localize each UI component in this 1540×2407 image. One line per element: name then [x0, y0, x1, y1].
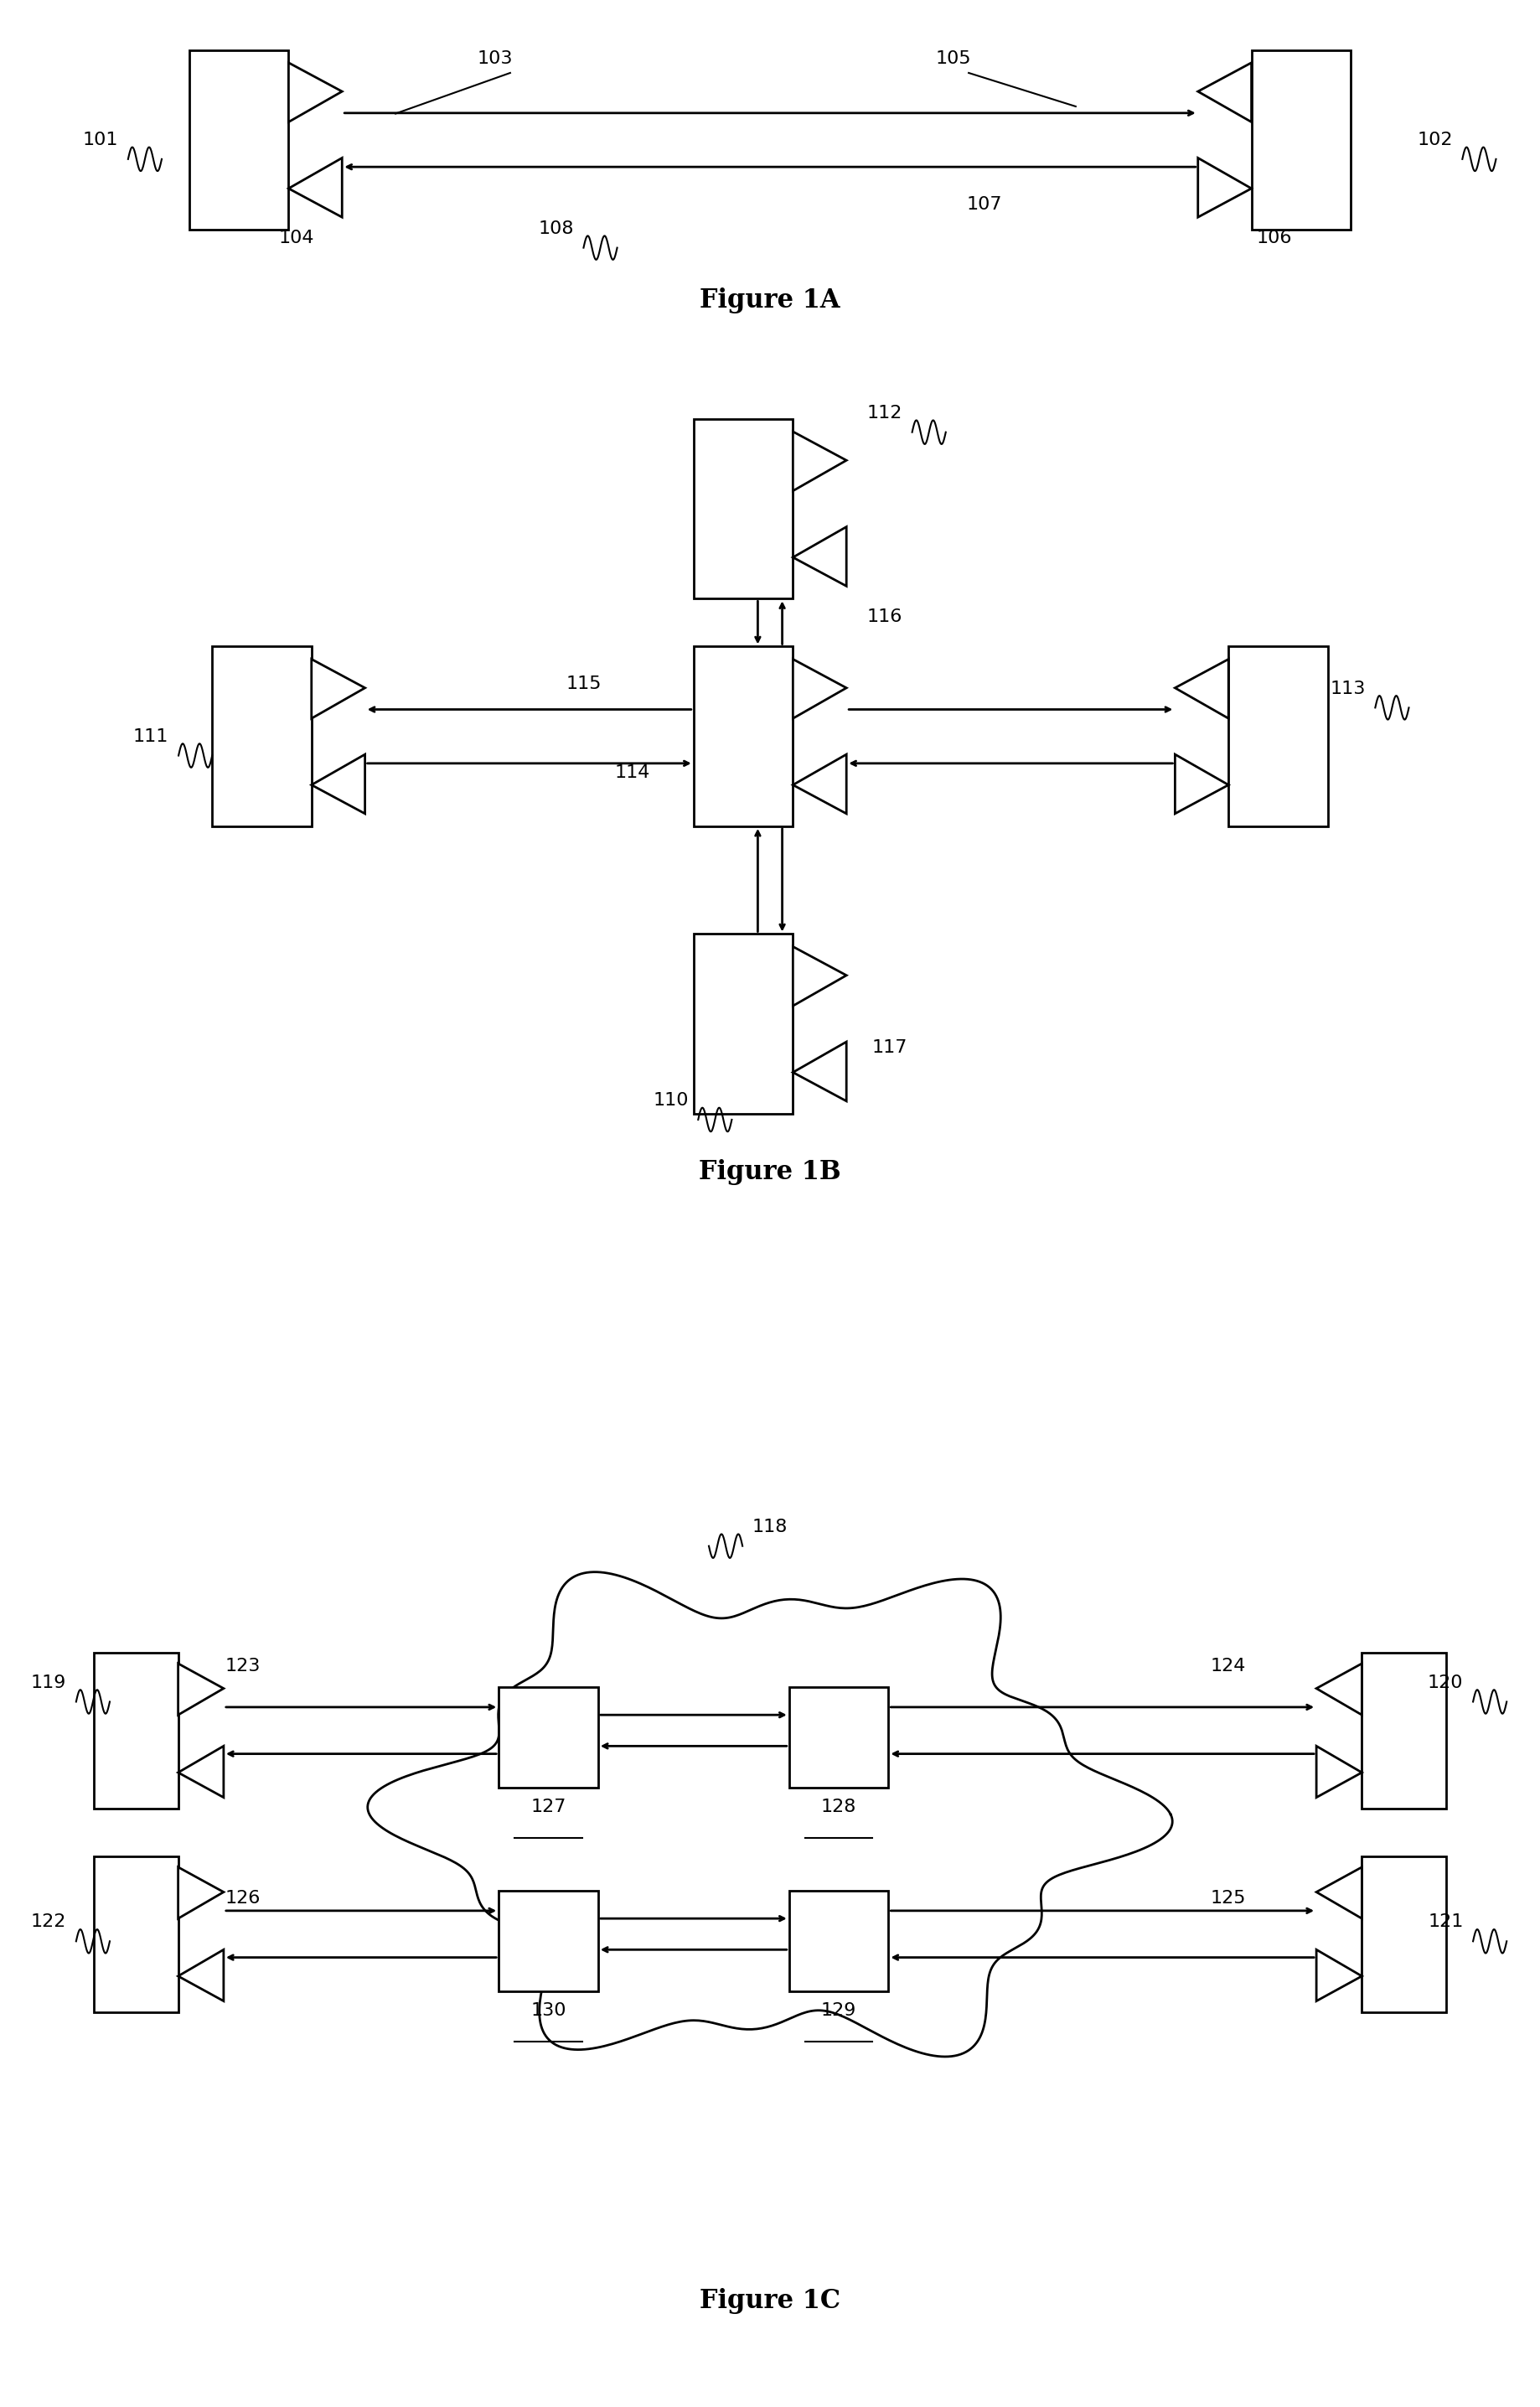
Text: 108: 108 — [537, 219, 574, 236]
Text: 119: 119 — [31, 1675, 66, 1692]
Polygon shape — [1175, 753, 1229, 814]
Text: 116: 116 — [867, 609, 902, 626]
Bar — [213, 647, 311, 826]
Polygon shape — [311, 753, 365, 814]
Text: 102: 102 — [1417, 132, 1452, 149]
Polygon shape — [179, 1868, 223, 1918]
Text: 124: 124 — [1210, 1658, 1246, 1675]
Polygon shape — [793, 753, 847, 814]
Text: 127: 127 — [531, 1798, 567, 1815]
Text: 110: 110 — [653, 1093, 688, 1110]
Text: 126: 126 — [225, 1889, 260, 1906]
Polygon shape — [793, 946, 847, 1006]
Polygon shape — [793, 660, 847, 717]
Text: 107: 107 — [966, 197, 1003, 212]
Polygon shape — [1317, 1663, 1361, 1714]
Text: 111: 111 — [134, 727, 169, 744]
Polygon shape — [1317, 1745, 1361, 1798]
Text: 105: 105 — [935, 51, 972, 67]
Text: Figure 1B: Figure 1B — [699, 1160, 841, 1184]
Text: 113: 113 — [1331, 681, 1366, 698]
Text: 117: 117 — [872, 1040, 907, 1057]
Text: 128: 128 — [821, 1798, 856, 1815]
Polygon shape — [793, 431, 847, 491]
Polygon shape — [288, 159, 342, 217]
Bar — [693, 934, 793, 1114]
Bar — [94, 1654, 179, 1808]
Text: 103: 103 — [477, 51, 513, 67]
Bar — [788, 1687, 889, 1788]
Text: 112: 112 — [867, 404, 902, 421]
Polygon shape — [1317, 1868, 1361, 1918]
Text: 115: 115 — [565, 676, 601, 693]
Bar — [788, 1892, 889, 1991]
Text: 123: 123 — [225, 1658, 260, 1675]
Polygon shape — [793, 527, 847, 585]
Polygon shape — [1175, 660, 1229, 717]
Bar — [1252, 51, 1351, 229]
Text: 125: 125 — [1210, 1889, 1246, 1906]
Bar — [693, 647, 793, 826]
Text: 101: 101 — [83, 132, 119, 149]
Polygon shape — [179, 1745, 223, 1798]
Polygon shape — [1317, 1950, 1361, 2000]
Polygon shape — [793, 1042, 847, 1100]
Text: Figure 1A: Figure 1A — [699, 286, 841, 313]
Text: 106: 106 — [1257, 229, 1292, 246]
Polygon shape — [1198, 159, 1252, 217]
Text: 114: 114 — [614, 763, 650, 780]
Bar — [94, 1856, 179, 2012]
Text: Figure 1C: Figure 1C — [699, 2287, 841, 2313]
Polygon shape — [311, 660, 365, 717]
Bar — [1361, 1856, 1446, 2012]
Text: 120: 120 — [1428, 1675, 1463, 1692]
Bar — [1361, 1654, 1446, 1808]
Bar — [189, 51, 288, 229]
Bar — [499, 1892, 598, 1991]
Text: 122: 122 — [31, 1914, 66, 1930]
Bar — [499, 1687, 598, 1788]
Text: 121: 121 — [1428, 1914, 1463, 1930]
Text: 118: 118 — [752, 1519, 788, 1536]
Text: 130: 130 — [531, 2003, 567, 2019]
Polygon shape — [288, 63, 342, 123]
Polygon shape — [368, 1572, 1172, 2056]
Bar — [1229, 647, 1327, 826]
Bar — [693, 419, 793, 599]
Polygon shape — [179, 1663, 223, 1714]
Polygon shape — [179, 1950, 223, 2000]
Text: 129: 129 — [821, 2003, 856, 2019]
Text: 104: 104 — [279, 229, 314, 246]
Polygon shape — [1198, 63, 1252, 123]
